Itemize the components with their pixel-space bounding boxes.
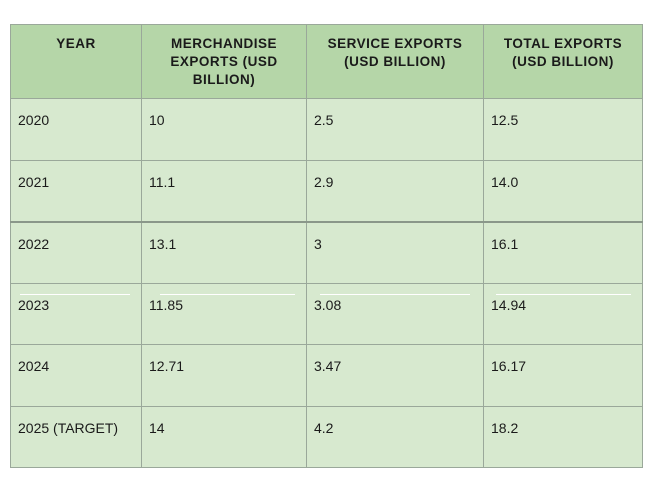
divider (496, 294, 631, 295)
header-year: YEAR (10, 24, 142, 99)
cell-total: 16.17 (483, 344, 643, 407)
cell-year: 2022 (10, 220, 142, 284)
exports-table: YEAR MERCHANDISE EXPORTS (USD BILLION) S… (10, 24, 643, 468)
cell-service: 2.9 (306, 159, 484, 222)
cell-year: 2021 (10, 159, 142, 222)
cell-total: 16.1 (483, 220, 643, 284)
cell-merchandise: 11.85 (141, 282, 307, 345)
cell-service: 3.47 (306, 344, 484, 407)
table-row: 2022 13.1 3 16.1 (10, 220, 643, 284)
cell-service: 3.08 (306, 282, 484, 345)
header-merchandise-exports: MERCHANDISE EXPORTS (USD BILLION) (141, 24, 307, 99)
table-row: 2023 11.85 3.08 14.94 (10, 282, 643, 345)
cell-merchandise: 14 (141, 405, 307, 468)
divider (20, 294, 130, 295)
cell-total: 18.2 (483, 405, 643, 468)
exports-table-container: YEAR MERCHANDISE EXPORTS (USD BILLION) S… (10, 24, 643, 468)
cell-total: 14.0 (483, 159, 643, 222)
header-service-exports: SERVICE EXPORTS (USD BILLION) (306, 24, 484, 99)
cell-total: 14.94 (483, 282, 643, 345)
cell-merchandise: 13.1 (141, 220, 307, 284)
table-row: 2020 10 2.5 12.5 (10, 98, 643, 161)
cell-merchandise: 10 (141, 98, 307, 161)
cell-total: 12.5 (483, 98, 643, 161)
header-row: YEAR MERCHANDISE EXPORTS (USD BILLION) S… (10, 24, 643, 99)
header-total-exports: TOTAL EXPORTS (USD BILLION) (483, 24, 643, 99)
cell-service: 3 (306, 220, 484, 284)
table-row: 2025 (TARGET) 14 4.2 18.2 (10, 405, 643, 468)
table-row: 2024 12.71 3.47 16.17 (10, 344, 643, 407)
cell-year: 2024 (10, 344, 142, 407)
cell-year: 2025 (TARGET) (10, 405, 142, 468)
cell-merchandise: 12.71 (141, 344, 307, 407)
cell-merchandise: 11.1 (141, 159, 307, 222)
cell-year: 2020 (10, 98, 142, 161)
divider (160, 294, 295, 295)
divider (320, 294, 470, 295)
cell-year: 2023 (10, 282, 142, 345)
cell-service: 2.5 (306, 98, 484, 161)
table-row: 2021 11.1 2.9 14.0 (10, 159, 643, 222)
cell-service: 4.2 (306, 405, 484, 468)
